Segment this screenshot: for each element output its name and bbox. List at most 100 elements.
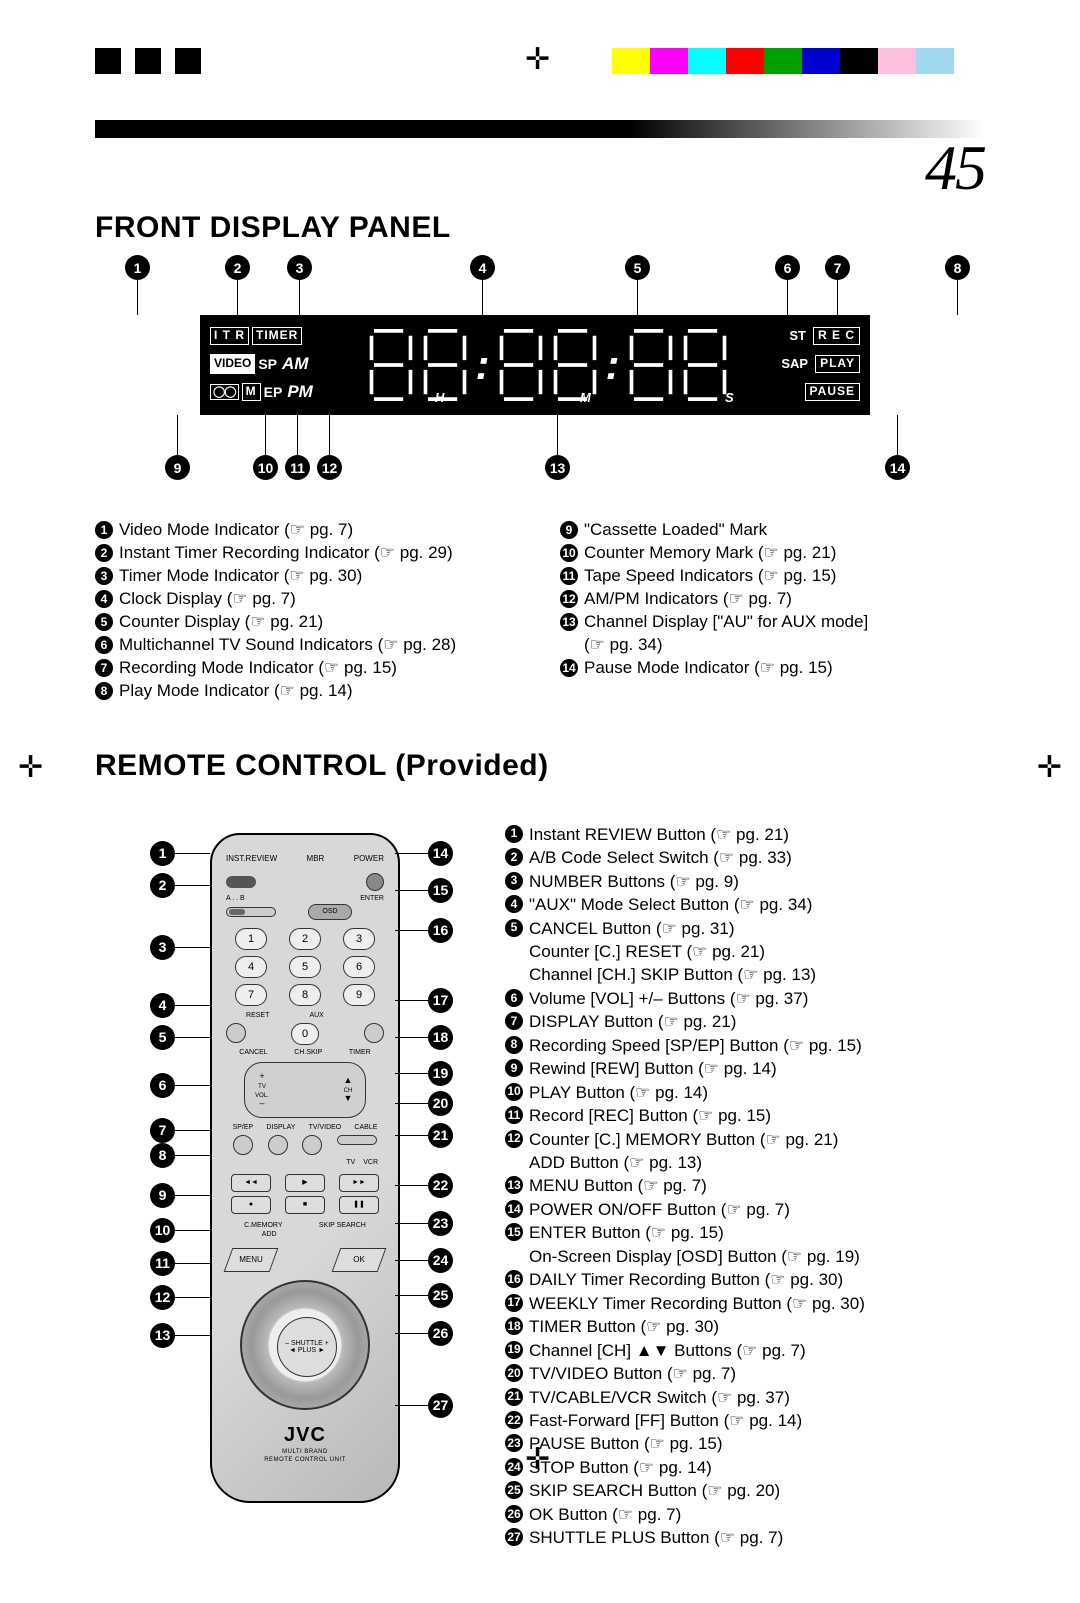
callout-2: 2 xyxy=(225,255,250,280)
remote-section: INST.REVIEW MBR POWER A . . B ENTER OSD xyxy=(95,823,985,1603)
callout-1: 1 xyxy=(125,255,150,280)
crosshair-icon: ✛ xyxy=(1037,750,1062,785)
num-7: 7 xyxy=(235,984,267,1006)
st-label: ST xyxy=(789,328,806,345)
legend-item: 12Counter [C.] MEMORY Button (☞ pg. 21) xyxy=(505,1128,985,1151)
stop-button: ■ xyxy=(285,1196,325,1214)
legend-item: 7Recording Mode Indicator (☞ pg. 15) xyxy=(95,657,520,680)
cassette-icon: ◯◯ xyxy=(210,384,239,400)
rc-callout-18: 18 xyxy=(428,1025,453,1050)
rc-callout-23: 23 xyxy=(428,1211,453,1236)
rc-callout-10: 10 xyxy=(150,1218,175,1243)
rc-callout-5: 5 xyxy=(150,1025,175,1050)
rc-callout-20: 20 xyxy=(428,1091,453,1116)
legend-item: 8Recording Speed [SP/EP] Button (☞ pg. 1… xyxy=(505,1034,985,1057)
rc-callout-12: 12 xyxy=(150,1285,175,1310)
num-8: 8 xyxy=(289,984,321,1006)
chskip-label: CH.SKIP xyxy=(294,1049,322,1056)
shuttle-center: – SHUTTLE + ◄ PLUS ► xyxy=(277,1317,337,1377)
rc-callout-22: 22 xyxy=(428,1173,453,1198)
legend-item: 5Counter Display (☞ pg. 21) xyxy=(95,611,520,634)
legend-item: 8Play Mode Indicator (☞ pg. 14) xyxy=(95,680,520,703)
legend-item-cont: (☞ pg. 34) xyxy=(560,634,985,657)
callout-5: 5 xyxy=(625,255,650,280)
ff-button: ►► xyxy=(339,1174,379,1192)
legend-item-cont: Channel [CH.] SKIP Button (☞ pg. 13) xyxy=(505,963,985,986)
digit xyxy=(496,326,546,404)
mbr-label: MBR xyxy=(307,854,325,863)
cmemory-label: C.MEMORY xyxy=(244,1222,282,1229)
callout-12: 12 xyxy=(317,455,342,480)
num-3: 3 xyxy=(343,928,375,950)
callout-7: 7 xyxy=(825,255,850,280)
legend-item: 9Rewind [REW] Button (☞ pg. 14) xyxy=(505,1057,985,1080)
rc-callout-7: 7 xyxy=(150,1118,175,1143)
rc-callout-25: 25 xyxy=(428,1283,453,1308)
reg-box xyxy=(135,48,161,74)
legend-item-cont: Counter [C.] RESET (☞ pg. 21) xyxy=(505,940,985,963)
play-label: PLAY xyxy=(815,355,860,373)
legend-right-col: 9"Cassette Loaded" Mark10Counter Memory … xyxy=(560,519,985,703)
rc-callout-15: 15 xyxy=(428,878,453,903)
remote-body: INST.REVIEW MBR POWER A . . B ENTER OSD xyxy=(210,833,400,1503)
header-gradient xyxy=(95,120,985,138)
num-4: 4 xyxy=(235,956,267,978)
legend-item: 1Video Mode Indicator (☞ pg. 7) xyxy=(95,519,520,542)
seven-segment-area: : : H M S xyxy=(340,323,755,407)
power-label: POWER xyxy=(354,854,384,863)
shuttle-ring: – SHUTTLE + ◄ PLUS ► xyxy=(240,1280,370,1410)
sap-label: SAP xyxy=(781,356,808,373)
legend-item: 21TV/CABLE/VCR Switch (☞ pg. 37) xyxy=(505,1386,985,1409)
legend-item: 22Fast-Forward [FF] Button (☞ pg. 14) xyxy=(505,1409,985,1432)
remote-diagram: INST.REVIEW MBR POWER A . . B ENTER OSD xyxy=(95,823,485,1603)
reg-box xyxy=(95,48,121,74)
inst-review-button xyxy=(226,876,256,888)
rc-callout-24: 24 xyxy=(428,1248,453,1273)
legend-item: 23PAUSE Button (☞ pg. 15) xyxy=(505,1432,985,1455)
cancel-label: CANCEL xyxy=(239,1049,267,1056)
reset-label: RESET xyxy=(246,1012,269,1019)
display-panel: I T R TIMER VIDEO SP AM ◯◯ M EP PM : : xyxy=(200,315,870,415)
rc-callout-11: 11 xyxy=(150,1251,175,1276)
ok-button: OK xyxy=(332,1248,387,1272)
timerlbl: TIMER xyxy=(349,1049,371,1056)
ab-switch xyxy=(226,907,276,917)
rc-callout-9: 9 xyxy=(150,1183,175,1208)
s-suffix: S xyxy=(725,390,734,405)
video-label: VIDEO xyxy=(210,354,255,374)
num-2: 2 xyxy=(289,928,321,950)
front-display-diagram: I T R TIMER VIDEO SP AM ◯◯ M EP PM : : xyxy=(95,255,985,505)
crosshair-icon: ✛ xyxy=(525,42,550,77)
rec-button: ● xyxy=(231,1196,271,1214)
power-button xyxy=(366,873,384,891)
legend-item: 15ENTER Button (☞ pg. 15) xyxy=(505,1221,985,1244)
spep-label: SP/EP xyxy=(233,1124,254,1131)
legend-item: 16DAILY Timer Recording Button (☞ pg. 30… xyxy=(505,1268,985,1291)
legend-left-col: 1Video Mode Indicator (☞ pg. 7)2Instant … xyxy=(95,519,520,703)
reg-box xyxy=(175,48,201,74)
rc-callout-6: 6 xyxy=(150,1073,175,1098)
spep-button xyxy=(233,1135,253,1155)
m-suffix: M xyxy=(580,390,591,405)
colon: : xyxy=(476,326,490,404)
legend-item: 9"Cassette Loaded" Mark xyxy=(560,519,985,542)
brand-sub2: REMOTE CONTROL UNIT xyxy=(226,1457,384,1464)
rc-callout-13: 13 xyxy=(150,1323,175,1348)
num-9: 9 xyxy=(343,984,375,1006)
rew-button: ◄◄ xyxy=(231,1174,271,1192)
legend-item: 4Clock Display (☞ pg. 7) xyxy=(95,588,520,611)
tv-label: TV xyxy=(346,1159,355,1166)
section-title-remote: REMOTE CONTROL (Provided) xyxy=(95,749,985,783)
digit xyxy=(420,326,470,404)
itr-label: I T R xyxy=(210,327,249,345)
panel-left-labels: I T R TIMER VIDEO SP AM ◯◯ M EP PM xyxy=(210,323,330,407)
menu-button: MENU xyxy=(224,1248,279,1272)
rc-callout-4: 4 xyxy=(150,993,175,1018)
legend-item: 13MENU Button (☞ pg. 7) xyxy=(505,1174,985,1197)
legend-item: 25SKIP SEARCH Button (☞ pg. 20) xyxy=(505,1479,985,1502)
legend-item: 26OK Button (☞ pg. 7) xyxy=(505,1503,985,1526)
brand-logo: JVC xyxy=(226,1424,384,1447)
page-number: 45 xyxy=(95,142,985,193)
legend-item: 11Record [REC] Button (☞ pg. 15) xyxy=(505,1104,985,1127)
m-label: M xyxy=(242,383,261,401)
